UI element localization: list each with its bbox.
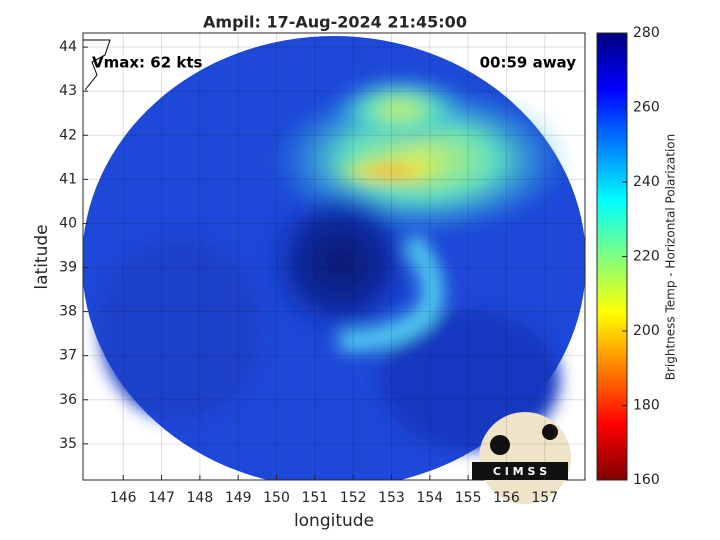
y-tick-label: 41 bbox=[59, 171, 77, 187]
colorbar-tick-label: 240 bbox=[633, 174, 660, 190]
x-tick-label: 151 bbox=[301, 490, 328, 506]
chart-title: Ampil: 17-Aug-2024 21:45:00 bbox=[203, 13, 467, 32]
x-tick-label: 146 bbox=[110, 490, 137, 506]
coastline bbox=[83, 39, 111, 91]
y-tick-label: 37 bbox=[59, 348, 77, 364]
x-tick-label: 153 bbox=[378, 490, 405, 506]
colorbar-tick-label: 220 bbox=[633, 249, 660, 265]
y-tick-label: 35 bbox=[59, 436, 77, 452]
x-tick-label: 147 bbox=[148, 490, 175, 506]
y-tick-label: 38 bbox=[59, 304, 77, 320]
annotation: 00:59 away bbox=[480, 54, 577, 72]
y-tick-label: 44 bbox=[59, 39, 77, 55]
plot-frame bbox=[82, 32, 586, 481]
colorbar-label: Brightness Temp - Horizontal Polarizatio… bbox=[664, 134, 678, 381]
x-tick-label: 152 bbox=[340, 490, 367, 506]
colorbar-tick-label: 200 bbox=[633, 323, 660, 339]
y-tick-label: 39 bbox=[59, 260, 77, 276]
x-tick-label: 149 bbox=[225, 490, 252, 506]
x-tick-label: 157 bbox=[531, 490, 558, 506]
annotation: Vmax: 62 kts bbox=[92, 54, 202, 72]
logo: C I M S S bbox=[472, 412, 571, 504]
x-tick-label: 156 bbox=[493, 490, 520, 506]
y-tick-label: 40 bbox=[59, 215, 77, 231]
x-tick-label: 150 bbox=[263, 490, 290, 506]
colorbar-tick-label: 260 bbox=[633, 100, 660, 116]
y-tick-label: 43 bbox=[59, 83, 77, 99]
logo-text: C I M S S bbox=[493, 465, 547, 478]
x-tick-label: 148 bbox=[187, 490, 214, 506]
colorbar-tick-label: 180 bbox=[633, 398, 660, 414]
colorbar-tick-label: 160 bbox=[633, 472, 660, 488]
satellite-image bbox=[83, 36, 585, 480]
y-tick-label: 42 bbox=[59, 127, 77, 143]
x-tick-label: 154 bbox=[416, 490, 443, 506]
x-tick-label: 155 bbox=[455, 490, 482, 506]
x-axis-label: longitude bbox=[294, 511, 374, 531]
colorbar-tick-label: 280 bbox=[633, 25, 660, 41]
y-tick-label: 36 bbox=[59, 392, 77, 408]
y-axis-label: latitude bbox=[32, 224, 52, 289]
